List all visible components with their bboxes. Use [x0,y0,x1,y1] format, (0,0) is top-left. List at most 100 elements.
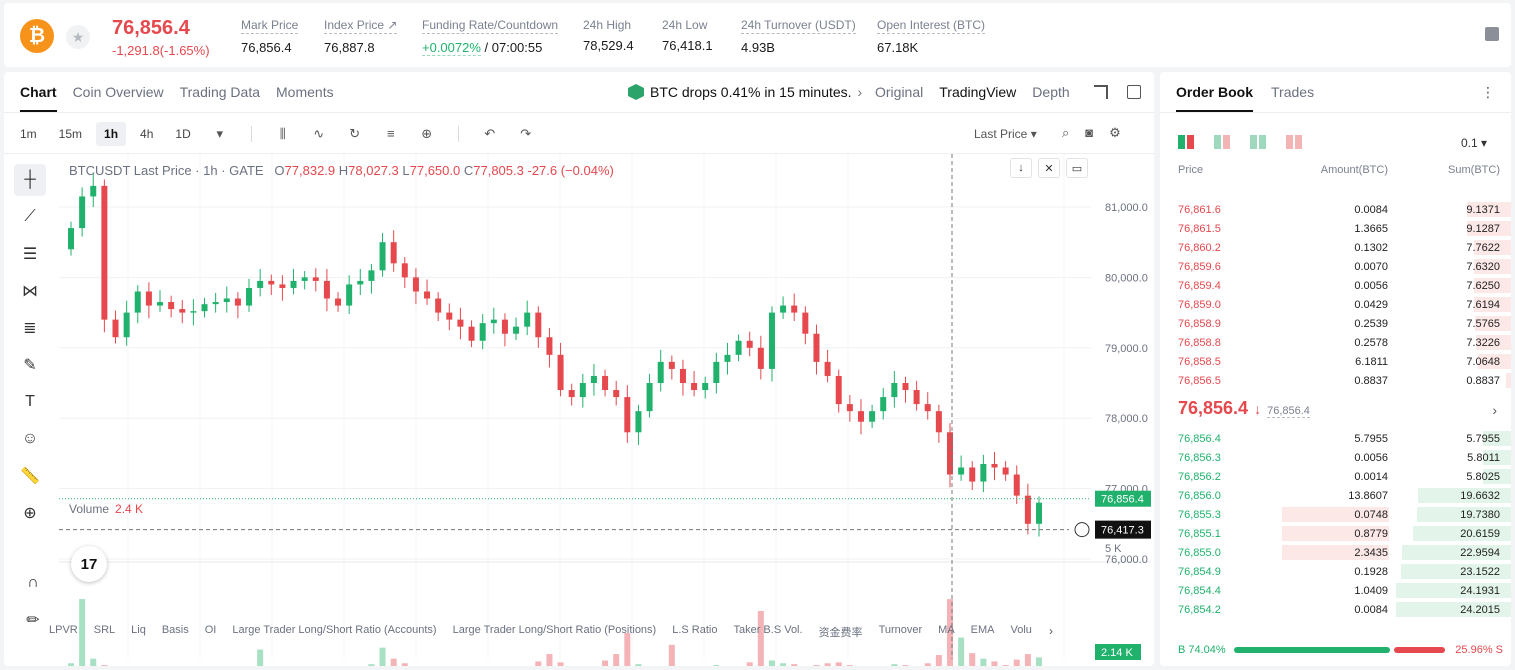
news-ticker[interactable]: BTC drops 0.41% in 15 minutes. › [628,84,862,100]
indicator-item[interactable]: OI [204,624,217,636]
trend-line-icon[interactable]: ⟋ [24,208,36,225]
stat-label[interactable]: Index Price ↗ [324,18,398,34]
ask-row[interactable]: 76,859.0 0.0429 7.6194 [1160,295,1511,314]
tab-moments[interactable]: Moments [276,84,334,100]
indicator-item[interactable]: Volu [1010,624,1032,636]
book-icon[interactable] [1485,27,1499,41]
brush-icon[interactable]: ✎ [23,357,37,374]
view-depth[interactable]: Depth [1032,84,1070,100]
view-original[interactable]: Original [875,84,924,100]
bid-row[interactable]: 76,856.0 13.8607 19.6632 [1160,486,1511,505]
layout-bids-icon[interactable] [1250,135,1266,149]
undo-icon[interactable]: ↶ [484,126,496,141]
ask-row[interactable]: 76,858.5 6.1811 7.0648 [1160,352,1511,371]
ask-row[interactable]: 76,859.4 0.0056 7.6250 [1160,276,1511,295]
indicators-icon[interactable]: ∿ [313,126,325,141]
gear-icon[interactable]: ⚙ [1109,125,1121,140]
parallel-lines-icon[interactable]: ☰ [22,246,38,263]
stat-label[interactable]: 24h Turnover (USDT) [741,18,856,34]
bid-row[interactable]: 76,854.9 0.1928 23.1522 [1160,562,1511,581]
tab-order-book[interactable]: Order Book [1176,84,1254,112]
indicator-item[interactable]: Large Trader Long/Short Ratio (Positions… [452,624,657,636]
magnet-icon[interactable]: ∩ [27,574,39,591]
layout-icon[interactable]: ≡ [386,126,395,141]
tab-coin-overview[interactable]: Coin Overview [72,84,164,100]
tab-trades[interactable]: Trades [1271,84,1315,100]
ruler-icon[interactable]: 📏 [20,468,40,485]
layout-both-icon[interactable] [1178,135,1194,149]
stat-label[interactable]: Funding Rate/Countdown [422,18,559,34]
stat-label[interactable]: Mark Price [241,18,299,34]
layout-asks-icon[interactable] [1286,135,1302,149]
candlestick-chart[interactable]: 81,000.080,000.079,000.078,000.077,000.0… [59,154,1151,666]
search-icon[interactable]: ⌕ [1062,125,1070,140]
candle-body [79,196,86,229]
camera-icon[interactable]: ◙ [1085,125,1094,140]
tradingview-logo[interactable]: 17 [71,546,107,582]
bid-row[interactable]: 76,854.2 0.0084 24.2015 [1160,600,1511,619]
indicator-item[interactable]: Basis [161,624,189,636]
bid-row[interactable]: 76,856.4 5.7955 5.7955 [1160,429,1511,448]
add-alert-icon[interactable] [1074,522,1090,538]
expand-icon[interactable] [1094,85,1108,99]
ask-row[interactable]: 76,856.5 0.8837 0.8837 [1160,371,1511,390]
indicator-item[interactable]: Turnover [878,624,923,636]
interval-4h[interactable]: 4h [140,127,154,141]
precision-select[interactable]: 0.1 ▾ [1461,136,1487,150]
interval-15m[interactable]: 15m [58,127,83,141]
caret-down-icon[interactable]: ▾ [216,126,223,141]
funding-rate-value[interactable]: +0.0072% [422,40,481,56]
tab-trading-data[interactable]: Trading Data [179,84,261,100]
add-alert-icon[interactable]: ⊕ [421,126,433,141]
fib-icon[interactable]: ≣ [23,320,37,337]
zoom-in-icon[interactable]: ⊕ [23,505,37,522]
replay-icon[interactable]: ↻ [349,126,361,141]
ask-row[interactable]: 76,861.5 1.3665 9.1287 [1160,219,1511,238]
layout-split-icon[interactable] [1214,135,1230,149]
candle-type-icon[interactable]: ⫼ [279,126,286,141]
bid-row[interactable]: 76,855.1 0.8779 20.6159 [1160,524,1511,543]
indicator-item[interactable]: 资金费率 [818,627,863,639]
indicator-item[interactable]: L.S Ratio [672,624,718,636]
indicator-item[interactable]: Liq [131,624,146,636]
pencil-icon[interactable]: ✏ [26,612,40,629]
news-text[interactable]: BTC drops 0.41% in 15 minutes. [650,84,852,100]
interval-1m[interactable]: 1m [20,127,37,141]
indicator-item[interactable]: LPVR [49,624,78,636]
indicator-item[interactable]: Taker B.S Vol. [733,624,803,636]
interval-1h[interactable]: 1h [96,122,127,146]
stat-label[interactable]: Open Interest (BTC) [877,18,986,34]
ask-row[interactable]: 76,861.6 0.0084 9.1371 [1160,200,1511,219]
redo-icon[interactable]: ↷ [520,126,532,141]
crosshair-icon[interactable]: ┼ [14,164,46,196]
indicator-item[interactable]: EMA [970,624,995,636]
more-icon[interactable]: ⋮ [1481,84,1495,100]
collapse-icon[interactable]: ✕ [1038,158,1060,178]
ask-row[interactable]: 76,860.2 0.1302 7.7622 [1160,238,1511,257]
chevron-right-icon[interactable]: › [1049,624,1053,638]
tab-chart[interactable]: Chart [20,84,57,112]
ask-row[interactable]: 76,858.9 0.2539 7.5765 [1160,314,1511,333]
arrow-down-icon[interactable]: ↓ [1010,158,1032,178]
interval-1d[interactable]: 1D [175,127,191,141]
pattern-icon[interactable]: ⋈ [22,283,38,300]
indicator-item[interactable]: MA [938,624,955,636]
indicator-item[interactable]: Large Trader Long/Short Ratio (Accounts) [232,624,437,636]
star-icon[interactable]: ★ [66,25,90,49]
fullscreen-icon[interactable]: ▭ [1066,158,1088,178]
indicator-item[interactable]: SRL [93,624,116,636]
ask-row[interactable]: 76,858.8 0.2578 7.3226 [1160,333,1511,352]
view-tradingview[interactable]: TradingView [939,84,1017,100]
bid-row[interactable]: 76,856.3 0.0056 5.8011 [1160,448,1511,467]
bid-row[interactable]: 76,855.0 2.3435 22.9594 [1160,543,1511,562]
chevron-right-icon[interactable]: › [1492,402,1497,418]
bid-row[interactable]: 76,854.4 1.0409 24.1931 [1160,581,1511,600]
emoji-icon[interactable]: ☺ [21,430,39,447]
depth-bar [1483,431,1511,446]
text-icon[interactable]: T [25,393,35,410]
bid-row[interactable]: 76,856.2 0.0014 5.8025 [1160,467,1511,486]
ask-row[interactable]: 76,859.6 0.0070 7.6320 [1160,257,1511,276]
bid-row[interactable]: 76,855.3 0.0748 19.7380 [1160,505,1511,524]
price-source-select[interactable]: Last Price ▾ [974,127,1037,141]
window-icon[interactable] [1127,85,1141,99]
